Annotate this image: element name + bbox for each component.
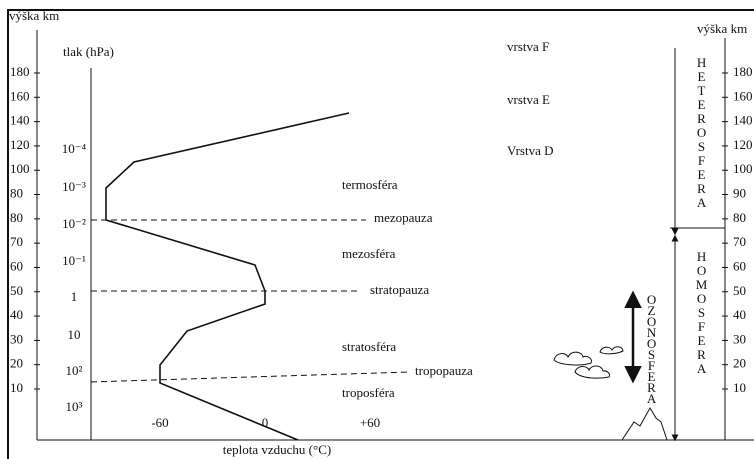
left-height-label: 30 [10, 331, 23, 346]
left-height-label: 50 [10, 283, 23, 298]
clouds [553, 346, 624, 379]
boundary-label: mezopauza [374, 210, 433, 225]
left-height-label: 60 [10, 258, 23, 273]
sphere-label: HETEROSFERA [694, 55, 709, 209]
right-height-label: 90 [733, 186, 746, 201]
temperature-label: 0 [262, 415, 269, 430]
left-height-label: 120 [10, 137, 30, 152]
sphere-label: OZONOSFERA [644, 292, 659, 403]
layer-label: termosféra [342, 177, 398, 192]
left-height-label: 20 [10, 356, 23, 371]
left-height-label: 140 [10, 113, 30, 128]
left-axis-title: výška km [9, 8, 59, 23]
frame [7, 9, 754, 459]
right-height-label: 30 [733, 331, 746, 346]
right-height-label: 120 [733, 137, 753, 152]
pressure-label: 10⁻¹ [62, 253, 86, 268]
boundary-label: tropopauza [415, 363, 473, 378]
temperature-axis-title: teplota vzduchu (°C) [223, 442, 331, 457]
right-height-label: 50 [733, 283, 746, 298]
left-height-label: 10 [10, 380, 23, 395]
pressure-label: 10 [68, 327, 81, 342]
temperature-label: +60 [360, 415, 380, 430]
pressure-axis-title: tlak (hPa) [63, 44, 114, 59]
temperature-label: -60 [151, 415, 168, 430]
right-height-label: 70 [733, 234, 746, 249]
ionosphere-label: vrstva E [507, 92, 550, 107]
layer-label: troposféra [342, 385, 395, 400]
right-height-label: 100 [733, 161, 753, 176]
left-height-label: 40 [10, 307, 23, 322]
right-height-label: 160 [733, 88, 753, 103]
mountain [621, 407, 668, 441]
pressure-label: 10³ [66, 399, 83, 414]
layer-label: mezosféra [342, 246, 396, 261]
left-height-label: 70 [10, 234, 23, 249]
pressure-label: 1 [71, 289, 78, 304]
pressure-label: 10⁻⁴ [62, 141, 87, 156]
boundary-label: stratopauza [370, 282, 429, 297]
right-axis-title: výška km [697, 21, 747, 36]
sphere-label: HOMOSFERA [694, 249, 709, 375]
ionosphere-label: Vrstva D [507, 143, 554, 158]
right-height-label: 80 [733, 210, 746, 225]
left-height-label: 80 [10, 186, 23, 201]
pressure-label: 10⁻³ [62, 179, 86, 194]
left-height-label: 80 [10, 210, 23, 225]
temperature-profile [105, 112, 350, 441]
pressure-label: 10⁻² [62, 216, 86, 231]
pressure-label: 10² [66, 363, 83, 378]
layer-label: stratosféra [342, 339, 396, 354]
left-height-label: 100 [10, 161, 30, 176]
right-height-label: 10 [733, 380, 746, 395]
ionosphere-label: vrstva F [507, 39, 549, 54]
right-height-label: 180 [733, 64, 753, 79]
left-height-label: 180 [10, 64, 30, 79]
right-height-label: 60 [733, 258, 746, 273]
tropopauza-line [90, 371, 411, 383]
right-height-label: 40 [733, 307, 746, 322]
right-height-label: 20 [733, 356, 746, 371]
left-height-label: 160 [10, 88, 30, 103]
right-height-label: 140 [733, 113, 753, 128]
